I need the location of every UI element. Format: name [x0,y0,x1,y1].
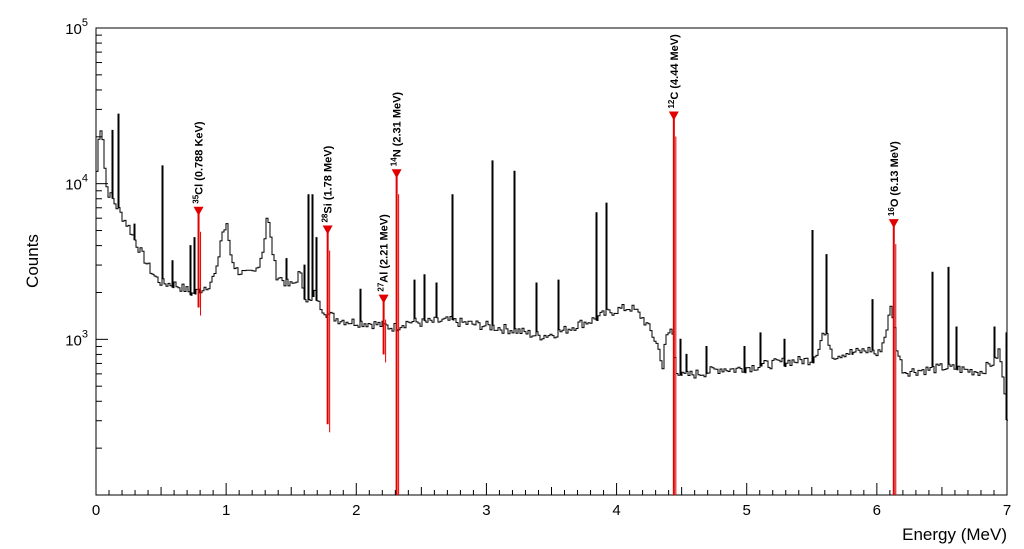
y-tick-base: 10 [65,177,82,194]
peak-label-sup: 28 [321,213,330,222]
spectrum-line [96,113,1008,421]
peak-label-main: Al (2.21 MeV) [379,214,391,283]
y-tick-label: 105 [65,17,88,38]
x-axis-title: Energy (MeV) [902,525,1007,544]
x-tick-label: 2 [352,502,360,519]
peak-marker [391,169,402,179]
peak-label-sup: 14 [390,157,399,166]
peak-label-sup: 16 [887,207,896,216]
x-tick-label: 5 [743,502,751,519]
peak-label-sup: 12 [667,99,676,108]
peak-marker [193,206,204,216]
y-tick-label: 104 [65,173,88,194]
peak-label: 35Cl (0.788 KeV) [192,121,206,204]
plot-frame [95,27,1008,496]
peak-label: 14N (2.31 MeV) [390,92,404,167]
peak-label-main: N (2.31 MeV) [392,92,404,158]
peak-label-sup: 27 [377,282,386,291]
peak-label-main: Cl (0.788 KeV) [194,121,206,195]
x-tick-label: 7 [1003,502,1011,519]
y-tick-exp: 4 [82,173,88,185]
y-tick-label: 103 [65,328,88,349]
peak-marker [378,294,389,304]
y-tick-exp: 5 [82,17,88,29]
y-tick-exp: 3 [82,328,88,340]
peak-label: 28Si (1.78 MeV) [321,145,335,222]
y-tick-base: 10 [65,332,82,349]
peak-label-main: C (4.44 MeV) [669,34,681,100]
peak-marker [322,225,333,235]
peak-marker [668,111,679,121]
peak-label: 12C (4.44 MeV) [667,34,681,109]
peak-label: 27Al (2.21 MeV) [377,214,391,292]
x-tick-label: 4 [612,502,620,519]
y-tick-base: 10 [65,21,82,38]
x-tick-label: 0 [92,502,100,519]
x-tick-label: 1 [222,502,230,519]
x-tick-label: 3 [482,502,490,519]
y-axis-title: Counts [23,234,42,288]
peak-label-sup: 35 [192,194,201,203]
peak-label: 16O (6.13 MeV) [887,141,901,216]
peak-label-main: Si (1.78 MeV) [323,145,335,213]
peak-marker [888,219,899,229]
x-tick-label: 6 [873,502,881,519]
peak-label-main: O (6.13 MeV) [889,141,901,207]
